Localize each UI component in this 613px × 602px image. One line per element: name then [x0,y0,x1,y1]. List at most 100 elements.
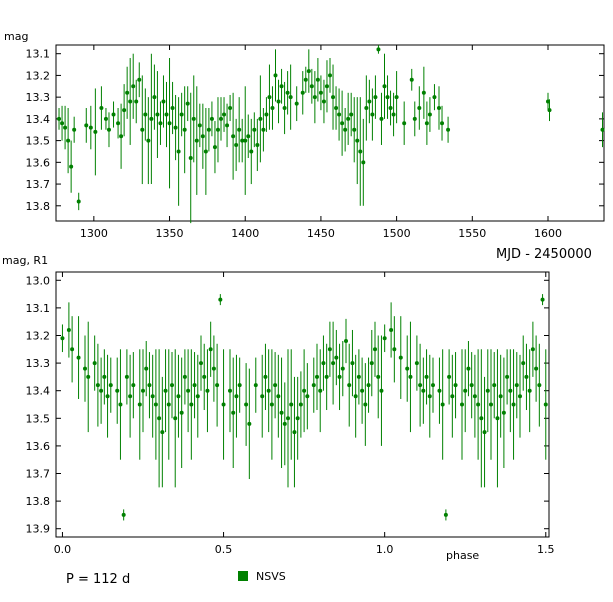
top-point-marker [122,108,127,113]
bottom-point-marker [173,416,178,421]
bottom-point-marker [179,410,184,415]
bottom-data-point [234,354,239,438]
bottom-point-marker [83,366,87,371]
top-point-marker [200,134,205,139]
bottom-point-marker [379,388,384,393]
bottom-point-marker [144,366,149,371]
time-series-panel: 1300 1350 1400 1450 1500 1550 1600 13.1 13.2 13.3… [4,30,605,262]
bottom-point-marker [279,410,284,415]
top-point-marker [99,106,104,111]
bottom-data-point [92,335,97,391]
top-data-point [427,97,432,132]
bottom-point-marker [286,416,290,421]
top-data-point [432,84,437,111]
top-point-marker [203,149,208,154]
bottom-point-marker [244,402,249,407]
bottom-data-point [269,349,274,460]
bottom-point-marker [102,374,107,379]
bottom-data-point [253,357,258,413]
top-point-marker [279,84,284,89]
top-data-point [128,58,133,145]
bottom-point-marker [199,361,203,366]
bottom-point-marker [99,388,104,393]
top-point-marker [258,116,263,121]
bottom-data-point [199,335,203,391]
bottom-point-marker [302,388,307,393]
period-label: P = 112 d [66,572,130,587]
top-point-marker [188,155,193,160]
bottom-data-point [150,354,155,438]
bottom-data-point [157,349,162,488]
bottom-data-point [505,349,510,405]
top-point-marker [228,106,233,111]
top-point-marker [93,129,98,134]
bottom-data-point [379,335,384,446]
top-point-marker [173,125,178,130]
bottom-point-marker [534,366,539,371]
top-data-point [446,116,451,143]
top-point-marker [179,112,184,117]
bottom-data-point [189,349,194,460]
top-y-tick-label: 13.5 [26,135,51,148]
top-point-marker [264,112,269,117]
bottom-data-point [356,349,361,405]
bottom-point-marker [540,297,545,302]
top-point-marker [194,138,199,143]
top-ticks [56,45,604,221]
top-point-marker [88,125,93,130]
bottom-data-point [144,341,149,397]
top-point-marker [545,99,550,104]
bottom-point-marker [147,383,152,388]
bottom-y-tick-label: 13.4 [26,385,51,398]
bottom-point-marker [121,512,126,517]
bottom-point-marker [186,388,191,393]
bottom-data-point [273,352,278,419]
bottom-data-point [540,294,545,306]
top-data-point [279,68,284,104]
top-point-marker [318,90,323,95]
bottom-data-point [340,341,345,397]
top-point-marker [376,47,381,52]
bottom-point-marker [305,394,310,399]
bottom-data-point [495,349,500,488]
bottom-data-point [482,376,487,488]
top-x-tick-label: 1600 [534,227,562,240]
bottom-point-marker [237,383,242,388]
bottom-point-marker [331,361,336,366]
bottom-point-marker [137,402,142,407]
bottom-point-marker [289,402,294,407]
top-point-marker [300,90,305,95]
bottom-data-point [353,354,358,438]
top-data-point [367,79,372,124]
bottom-point-marker [234,394,239,399]
bottom-point-marker [431,383,435,388]
bottom-data-point [276,354,281,438]
bottom-point-marker [514,383,519,388]
top-point-marker [321,99,326,104]
top-point-marker [417,106,422,111]
bottom-point-marker [418,383,423,388]
bottom-data-point [115,357,120,424]
bottom-data-point [282,382,287,466]
bottom-data-point [182,349,187,405]
top-point-marker [352,127,357,132]
bottom-data-point [76,316,81,399]
top-y-tick-label: 13.4 [26,113,51,126]
top-data-point [309,68,314,104]
bottom-point-marker [141,388,145,393]
bottom-point-marker [160,430,165,435]
top-data-point [545,92,550,111]
bottom-point-marker [508,388,513,393]
bottom-data-point [247,368,252,480]
top-point-marker [143,112,148,117]
top-data-point [237,97,242,163]
bottom-point-marker [408,374,413,379]
bottom-point-marker [327,347,332,352]
bottom-data-point [392,316,397,383]
top-data-point [225,103,230,148]
legend-swatch [238,571,248,581]
top-data-point [173,94,178,161]
top-data-point [264,97,269,132]
bottom-data-point [215,343,220,427]
bottom-data-point [292,376,297,488]
